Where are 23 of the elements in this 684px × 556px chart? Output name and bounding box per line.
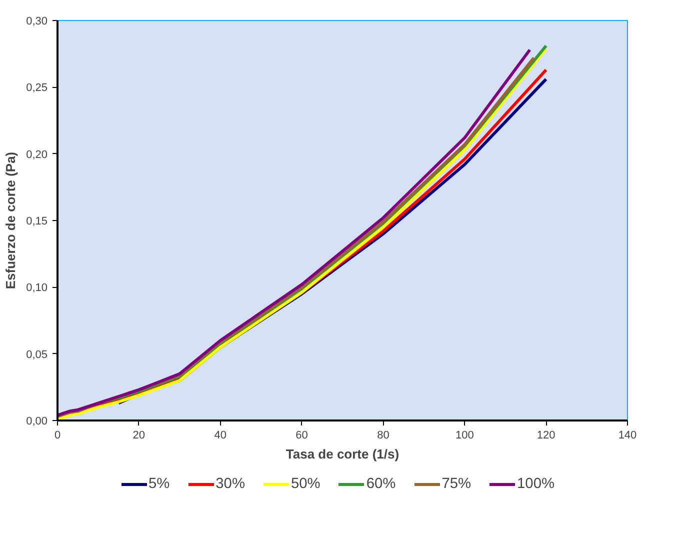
legend-label: 5% bbox=[148, 476, 170, 492]
legend-label: 75% bbox=[442, 476, 472, 492]
x-tick-label: 80 bbox=[377, 430, 390, 442]
legend-label: 100% bbox=[517, 476, 555, 492]
x-tick-label: 140 bbox=[618, 430, 637, 442]
y-tick-label: 0,00 bbox=[26, 416, 48, 428]
y-tick-label: 0,25 bbox=[26, 82, 48, 94]
y-tick-label: 0,15 bbox=[26, 216, 48, 228]
y-tick-label: 0,05 bbox=[26, 348, 48, 361]
x-tick-label: 120 bbox=[536, 430, 556, 442]
x-tick-label: 60 bbox=[296, 430, 308, 442]
y-tick-label: 0,10 bbox=[26, 282, 48, 294]
x-axis-title: Tasa de corte (1/s) bbox=[286, 446, 400, 462]
y-tick-label: 0,30 bbox=[26, 16, 48, 28]
x-tick-label: 0 bbox=[54, 430, 61, 442]
x-tick-label: 40 bbox=[214, 430, 226, 442]
y-axis-title: Esfuerzo de corte (Pa) bbox=[3, 152, 18, 290]
legend-label: 30% bbox=[216, 476, 245, 492]
x-tick-label: 100 bbox=[455, 430, 474, 442]
legend-label: 50% bbox=[291, 476, 320, 492]
y-tick-label: 0,20 bbox=[26, 148, 48, 161]
x-tick-label: 20 bbox=[132, 430, 146, 442]
legend-label: 60% bbox=[366, 476, 396, 492]
